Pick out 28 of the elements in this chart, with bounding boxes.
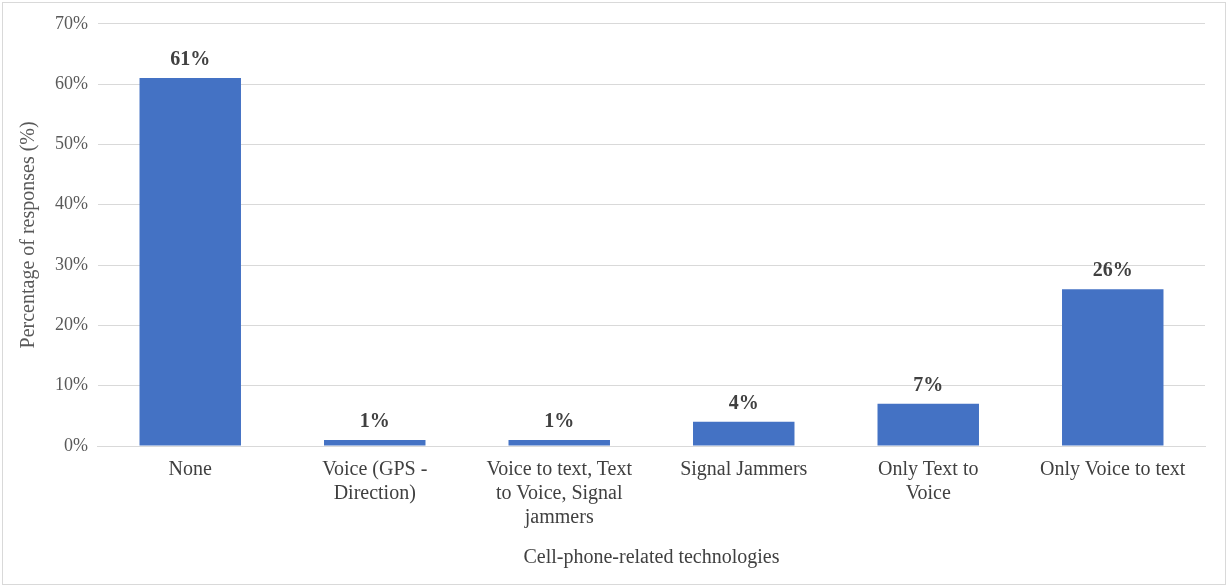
data-label: 7% bbox=[913, 372, 944, 395]
y-tick-label: 40% bbox=[54, 193, 88, 214]
x-tick-label: Voice (GPS - Direction) bbox=[322, 457, 428, 505]
x-axis-title: Cell-phone-related technologies bbox=[523, 545, 780, 569]
bar bbox=[324, 439, 426, 446]
y-tick-label: 20% bbox=[54, 314, 88, 335]
y-axis-title: Percentage of responses (%) bbox=[16, 121, 40, 349]
data-label: 4% bbox=[728, 391, 759, 414]
y-tick-label: 70% bbox=[54, 12, 88, 33]
y-tick-label: 30% bbox=[54, 253, 88, 274]
data-label: 1% bbox=[359, 409, 390, 432]
data-label: 1% bbox=[544, 409, 575, 432]
data-label: 61% bbox=[170, 47, 211, 70]
x-tick-label: Only Voice to text bbox=[1040, 457, 1186, 481]
bar bbox=[1062, 289, 1164, 446]
bar bbox=[877, 403, 979, 446]
x-tick-label: Signal Jammers bbox=[680, 457, 808, 481]
y-tick-label: 10% bbox=[54, 374, 88, 395]
y-tick-label: 50% bbox=[54, 133, 88, 154]
x-tick-label: Only Text to Voice bbox=[878, 457, 979, 504]
x-tick-label: None bbox=[168, 457, 213, 480]
y-tick-label: 60% bbox=[54, 72, 88, 93]
bar bbox=[139, 78, 241, 446]
x-tick-label: Voice to text, Text to Voice, Signal jammers bbox=[486, 457, 633, 529]
bar bbox=[693, 421, 795, 446]
y-tick-label: 0% bbox=[63, 434, 88, 455]
data-label: 26% bbox=[1092, 258, 1133, 281]
bar bbox=[508, 439, 610, 446]
